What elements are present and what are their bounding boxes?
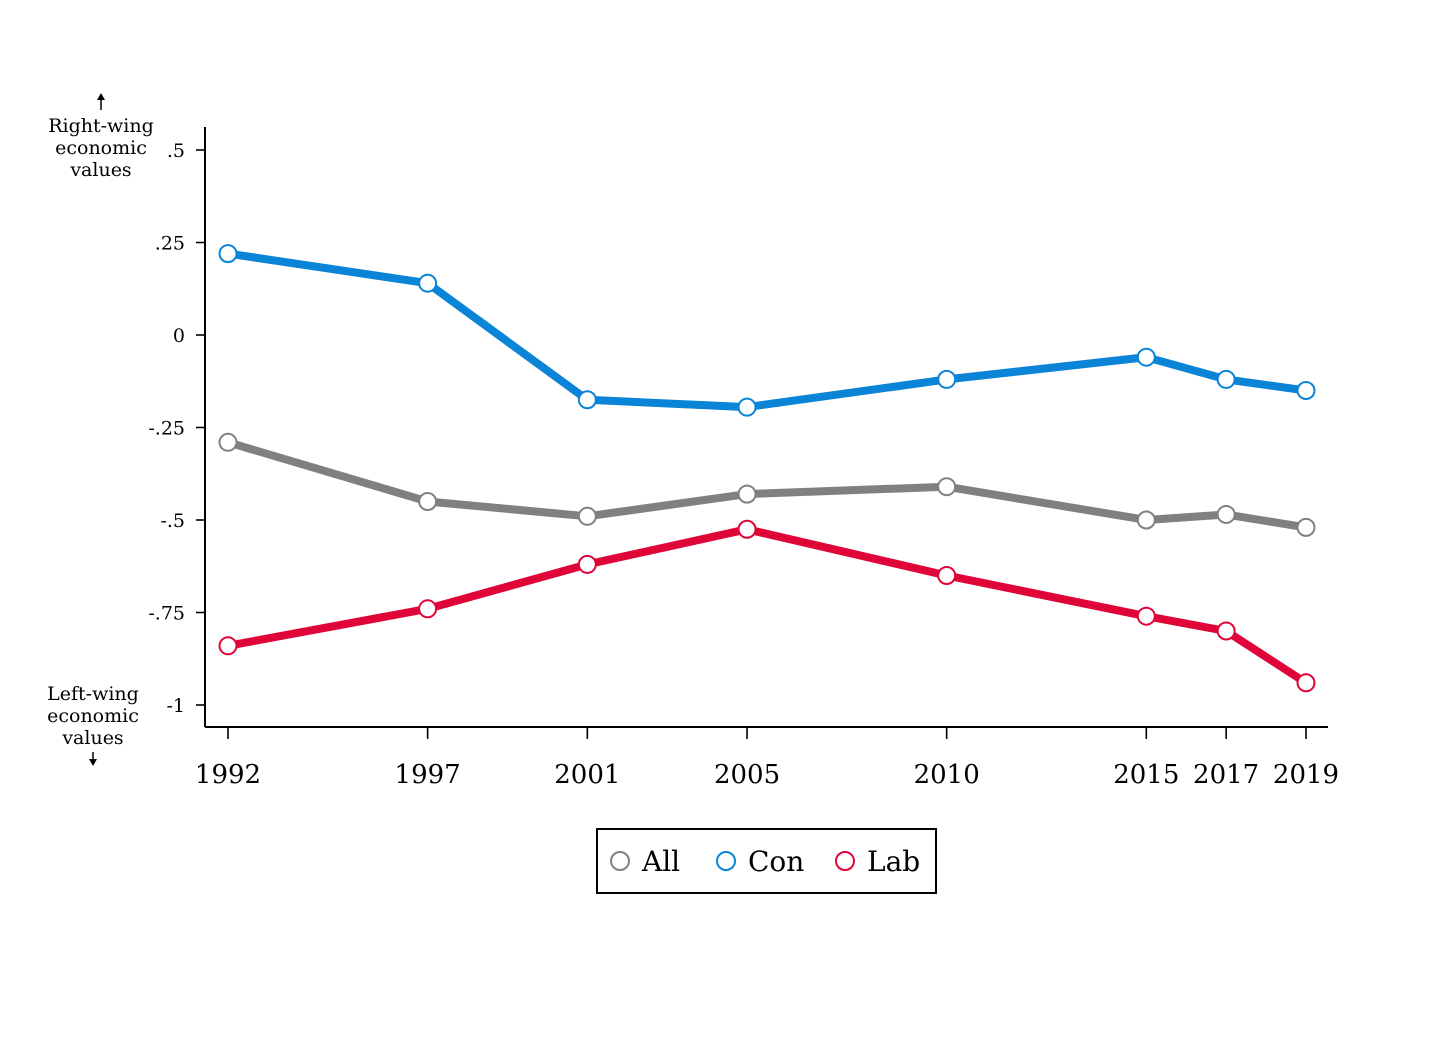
data-point-lab <box>937 566 957 585</box>
data-point-all <box>1296 517 1316 537</box>
data-point-con <box>218 244 238 264</box>
x-tick-label: 1992 <box>195 760 261 790</box>
series-line-lab <box>227 525 1309 687</box>
y-top-note-line: values <box>69 159 131 181</box>
y-tick-label: 0 <box>173 325 185 347</box>
y-tick-label: -.5 <box>160 510 185 532</box>
y-bottom-note-line: economic <box>47 705 139 727</box>
series-all <box>218 432 1316 537</box>
x-tick-label: 2001 <box>554 760 620 790</box>
data-point-con <box>737 397 757 417</box>
y-tick-label: -1 <box>166 695 185 717</box>
data-point-con <box>577 390 597 410</box>
data-point-con <box>1216 369 1236 389</box>
x-tick-label: 2017 <box>1193 760 1259 790</box>
series-line-all <box>226 438 1307 532</box>
data-point-con <box>418 273 438 293</box>
legend-marker-lab <box>835 851 855 871</box>
y-tick-label: .25 <box>155 233 185 255</box>
data-point-all <box>418 492 438 511</box>
series-lab <box>218 519 1316 693</box>
x-tick-label: 2019 <box>1273 760 1339 790</box>
legend-marker-all <box>610 851 630 871</box>
x-tick-label: 2005 <box>714 760 780 790</box>
data-point-all <box>1136 510 1156 530</box>
legend-box <box>596 828 937 894</box>
y-tick-label: -.75 <box>148 603 185 625</box>
data-point-lab <box>1296 673 1316 693</box>
y-tick-label: .5 <box>167 140 185 162</box>
legend-label-lab: Lab <box>867 845 920 878</box>
data-point-con <box>937 369 957 389</box>
data-point-lab <box>577 554 597 574</box>
series-layer <box>218 244 1316 693</box>
data-point-all <box>577 506 597 526</box>
data-point-all <box>218 432 238 452</box>
legend-marker-con <box>716 851 736 871</box>
y-top-note-line: economic <box>55 137 147 159</box>
data-point-all <box>937 477 957 497</box>
data-point-lab <box>1136 606 1156 626</box>
x-tick-label: 2010 <box>914 760 980 790</box>
x-tick-label: 1997 <box>395 760 461 790</box>
legend-label-all: All <box>641 845 680 878</box>
up-arrowhead-icon <box>97 93 105 100</box>
series-line-con <box>227 249 1307 412</box>
data-point-con <box>1296 381 1316 400</box>
y-tick-label: -.25 <box>148 418 185 440</box>
x-tick-label: 2015 <box>1113 760 1179 790</box>
data-point-con <box>1136 347 1156 367</box>
data-point-lab <box>737 519 757 539</box>
y-bottom-note-line: values <box>61 727 123 749</box>
legend: All Con Lab <box>596 828 937 894</box>
y-bottom-note-line: Left-wing <box>47 683 139 705</box>
data-point-lab <box>418 599 438 619</box>
series-con <box>218 244 1316 417</box>
y-top-note-line: Right-wing <box>48 115 154 137</box>
axes: .5 .25 0 -.25 -.5 -.75 -1 1992 1997 2001 2005 2010 2… <box>148 127 1339 790</box>
data-point-all <box>1216 504 1236 524</box>
data-point-all <box>737 484 757 504</box>
down-arrowhead-icon <box>89 759 97 766</box>
data-point-lab <box>1216 621 1236 641</box>
legend-label-con: Con <box>748 845 804 878</box>
data-point-lab <box>218 636 238 656</box>
